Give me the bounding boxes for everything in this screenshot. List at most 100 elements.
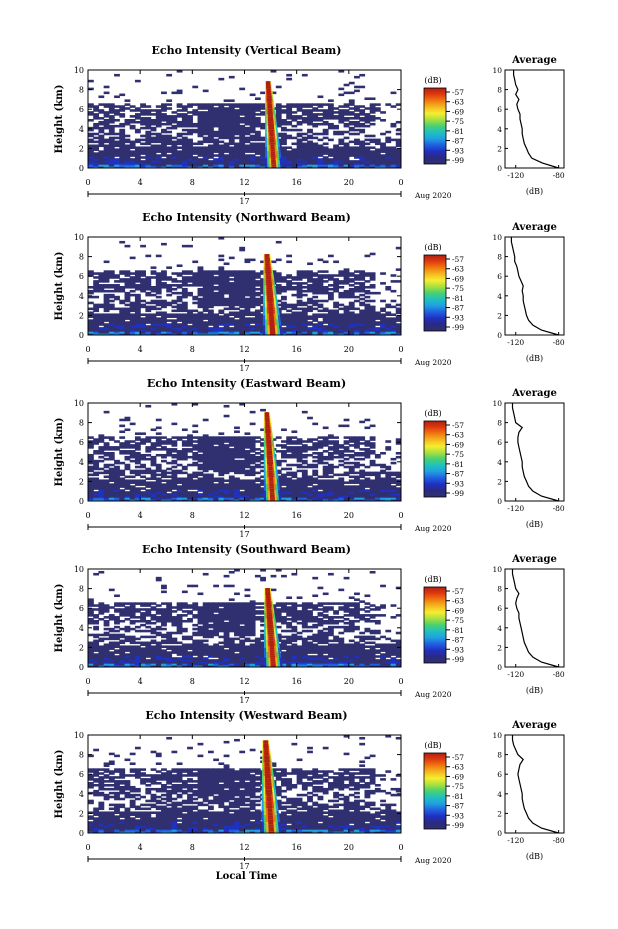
echo-cell: [327, 278, 334, 281]
echo-cell: [317, 289, 324, 293]
echo-cell: [281, 467, 287, 471]
echo-cell: [239, 491, 246, 494]
echo-cell: [181, 317, 188, 320]
echo-cell: [395, 479, 401, 482]
echo-cell: [134, 453, 141, 457]
echo-cell: [286, 317, 293, 320]
echo-cell: [291, 286, 298, 289]
echo-cell: [327, 483, 334, 486]
echo-cell: [343, 325, 350, 328]
echo-cell: [359, 475, 366, 479]
echo-cell: [275, 276, 282, 279]
echo-cell: [98, 489, 105, 492]
echo-cell: [390, 461, 397, 465]
echo-cell: [171, 444, 178, 447]
echo-cell: [249, 134, 256, 138]
echo-cell: [161, 282, 167, 285]
echo-cell: [103, 154, 110, 157]
echo-cell: [374, 495, 381, 498]
echo-cell: [181, 315, 188, 318]
echo-cell: [395, 487, 401, 490]
echo-cell: [228, 333, 235, 335]
echo-cell: [312, 154, 319, 157]
echo-cell: [254, 152, 261, 155]
echo-cell: [114, 142, 120, 146]
echo-cell: [307, 286, 313, 289]
echo-cell: [124, 134, 131, 138]
echo-cell: [244, 473, 251, 477]
echo-cell: [213, 463, 220, 467]
echo-cell: [88, 307, 94, 311]
echo-cell: [380, 479, 386, 482]
echo-cell: [192, 440, 199, 443]
echo-cell: [322, 475, 329, 479]
echo-cell: [181, 453, 188, 457]
echo-cell: [88, 156, 94, 159]
echo-cell: [296, 455, 303, 459]
echo-cell: [239, 403, 246, 406]
echo-cell: [176, 280, 183, 283]
echo-cell: [124, 244, 131, 248]
colorbar-tick-label: -99: [452, 156, 464, 165]
echo-cell: [239, 325, 246, 328]
avg-y-tick-label: 0: [497, 331, 502, 340]
echo-cell: [312, 284, 319, 287]
echo-cell: [93, 438, 100, 441]
echo-cell: [338, 331, 345, 334]
echo-cell: [307, 323, 313, 326]
echo-cell: [218, 115, 225, 118]
echo-cell: [260, 150, 266, 153]
echo-cell: [333, 282, 339, 285]
echo-cell: [93, 321, 100, 324]
echo-cell: [348, 487, 355, 490]
echo-cell: [197, 483, 204, 486]
echo-cell: [286, 323, 293, 326]
echo-cell: [239, 111, 246, 114]
echo-cell: [140, 469, 146, 473]
echo-cell: [296, 272, 303, 275]
echo-cell: [338, 333, 345, 335]
echo-cell: [93, 305, 100, 309]
echo-cell: [171, 448, 178, 451]
echo-cell: [312, 148, 319, 151]
echo-cell: [223, 471, 230, 475]
echo-cell: [150, 166, 157, 168]
echo-cell: [98, 120, 105, 124]
echo-cell: [286, 499, 293, 501]
echo-cell: [223, 113, 230, 116]
echo-cell: [93, 107, 100, 110]
echo-cell: [202, 278, 209, 281]
echo-cell: [187, 473, 193, 477]
echo-cell: [327, 327, 334, 330]
echo-cell: [207, 105, 214, 108]
echo-cell: [161, 455, 167, 459]
echo-cell: [119, 109, 126, 112]
echo-cell: [134, 333, 141, 335]
echo-cell: [192, 124, 199, 128]
echo-cell: [197, 272, 204, 275]
echo-cell: [291, 446, 298, 449]
echo-cell: [333, 455, 339, 459]
echo-cell: [108, 469, 115, 473]
echo-cell: [223, 297, 230, 301]
echo-cell: [145, 124, 152, 128]
echo-cell: [202, 148, 209, 151]
echo-cell: [354, 113, 360, 116]
echo-cell: [166, 313, 173, 316]
echo-cell: [312, 146, 319, 149]
echo-cell: [108, 148, 115, 151]
echo-cell: [150, 126, 157, 130]
echo-cell: [228, 491, 235, 494]
echo-cell: [88, 154, 94, 157]
echo-cell: [161, 115, 167, 118]
echo-cell: [223, 319, 230, 322]
echo-cell: [374, 463, 381, 467]
echo-cell: [281, 475, 287, 479]
echo-cell: [359, 289, 366, 293]
echo-cell: [244, 120, 251, 124]
echo-cell: [98, 321, 105, 324]
echo-cell: [369, 272, 376, 275]
echo-cell: [312, 282, 319, 285]
echo-cell: [134, 272, 141, 275]
echo-cell: [207, 287, 214, 291]
